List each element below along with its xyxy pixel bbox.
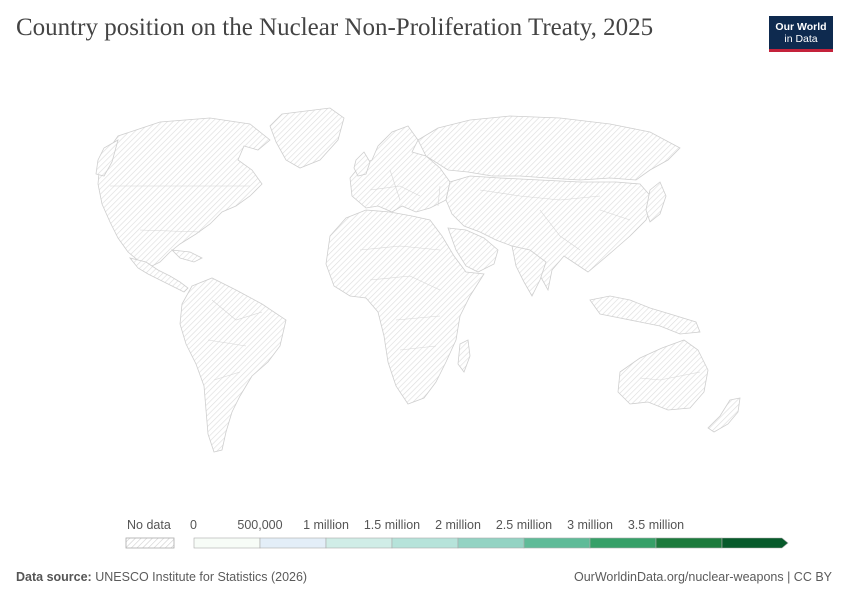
africa[interactable] (325, 209, 485, 405)
legend-tick-label: 2.5 million (495, 518, 553, 532)
india[interactable] (511, 245, 547, 297)
footer-url[interactable]: OurWorldinData.org/nuclear-weapons | CC … (574, 570, 832, 584)
legend-tick-label: 1 million (303, 518, 349, 532)
russia[interactable] (417, 115, 681, 181)
legend-tick-label: 3.5 million (627, 518, 685, 532)
chart-title: Country position on the Nuclear Non-Prol… (16, 14, 654, 41)
legend-tick-label: 0 (190, 518, 197, 532)
north-america[interactable] (97, 117, 271, 267)
data-source-text: UNESCO Institute for Statistics (2026) (95, 570, 308, 584)
logo-line2: in Data (784, 33, 818, 45)
asia[interactable] (445, 175, 655, 292)
central-america[interactable] (128, 257, 189, 293)
data-source: Data source: UNESCO Institute for Statis… (16, 570, 307, 584)
legend-tick-label: 1.5 million (363, 518, 421, 532)
legend-tick-label: 500,000 (237, 518, 283, 532)
legend-no-data-label: No data (127, 518, 171, 532)
europe[interactable] (349, 125, 451, 213)
australia[interactable] (617, 339, 709, 411)
uk-ireland[interactable] (353, 151, 371, 177)
legend-tick-label: 3 million (567, 518, 613, 532)
southeast-asia-islands[interactable] (589, 295, 701, 335)
legend-tick-label: 2 million (435, 518, 481, 532)
madagascar[interactable] (457, 339, 471, 373)
japan[interactable] (645, 181, 667, 223)
data-source-label: Data source: (16, 570, 92, 584)
new-zealand[interactable] (707, 397, 741, 433)
alaska[interactable] (95, 139, 119, 177)
country-borders (110, 169, 701, 381)
arabia[interactable] (447, 227, 499, 273)
logo-line1: Our World (775, 21, 827, 33)
owid-logo[interactable]: Our World in Data (769, 16, 833, 52)
caribbean[interactable] (170, 249, 203, 263)
south-america[interactable] (179, 277, 287, 453)
greenland[interactable] (269, 107, 345, 169)
